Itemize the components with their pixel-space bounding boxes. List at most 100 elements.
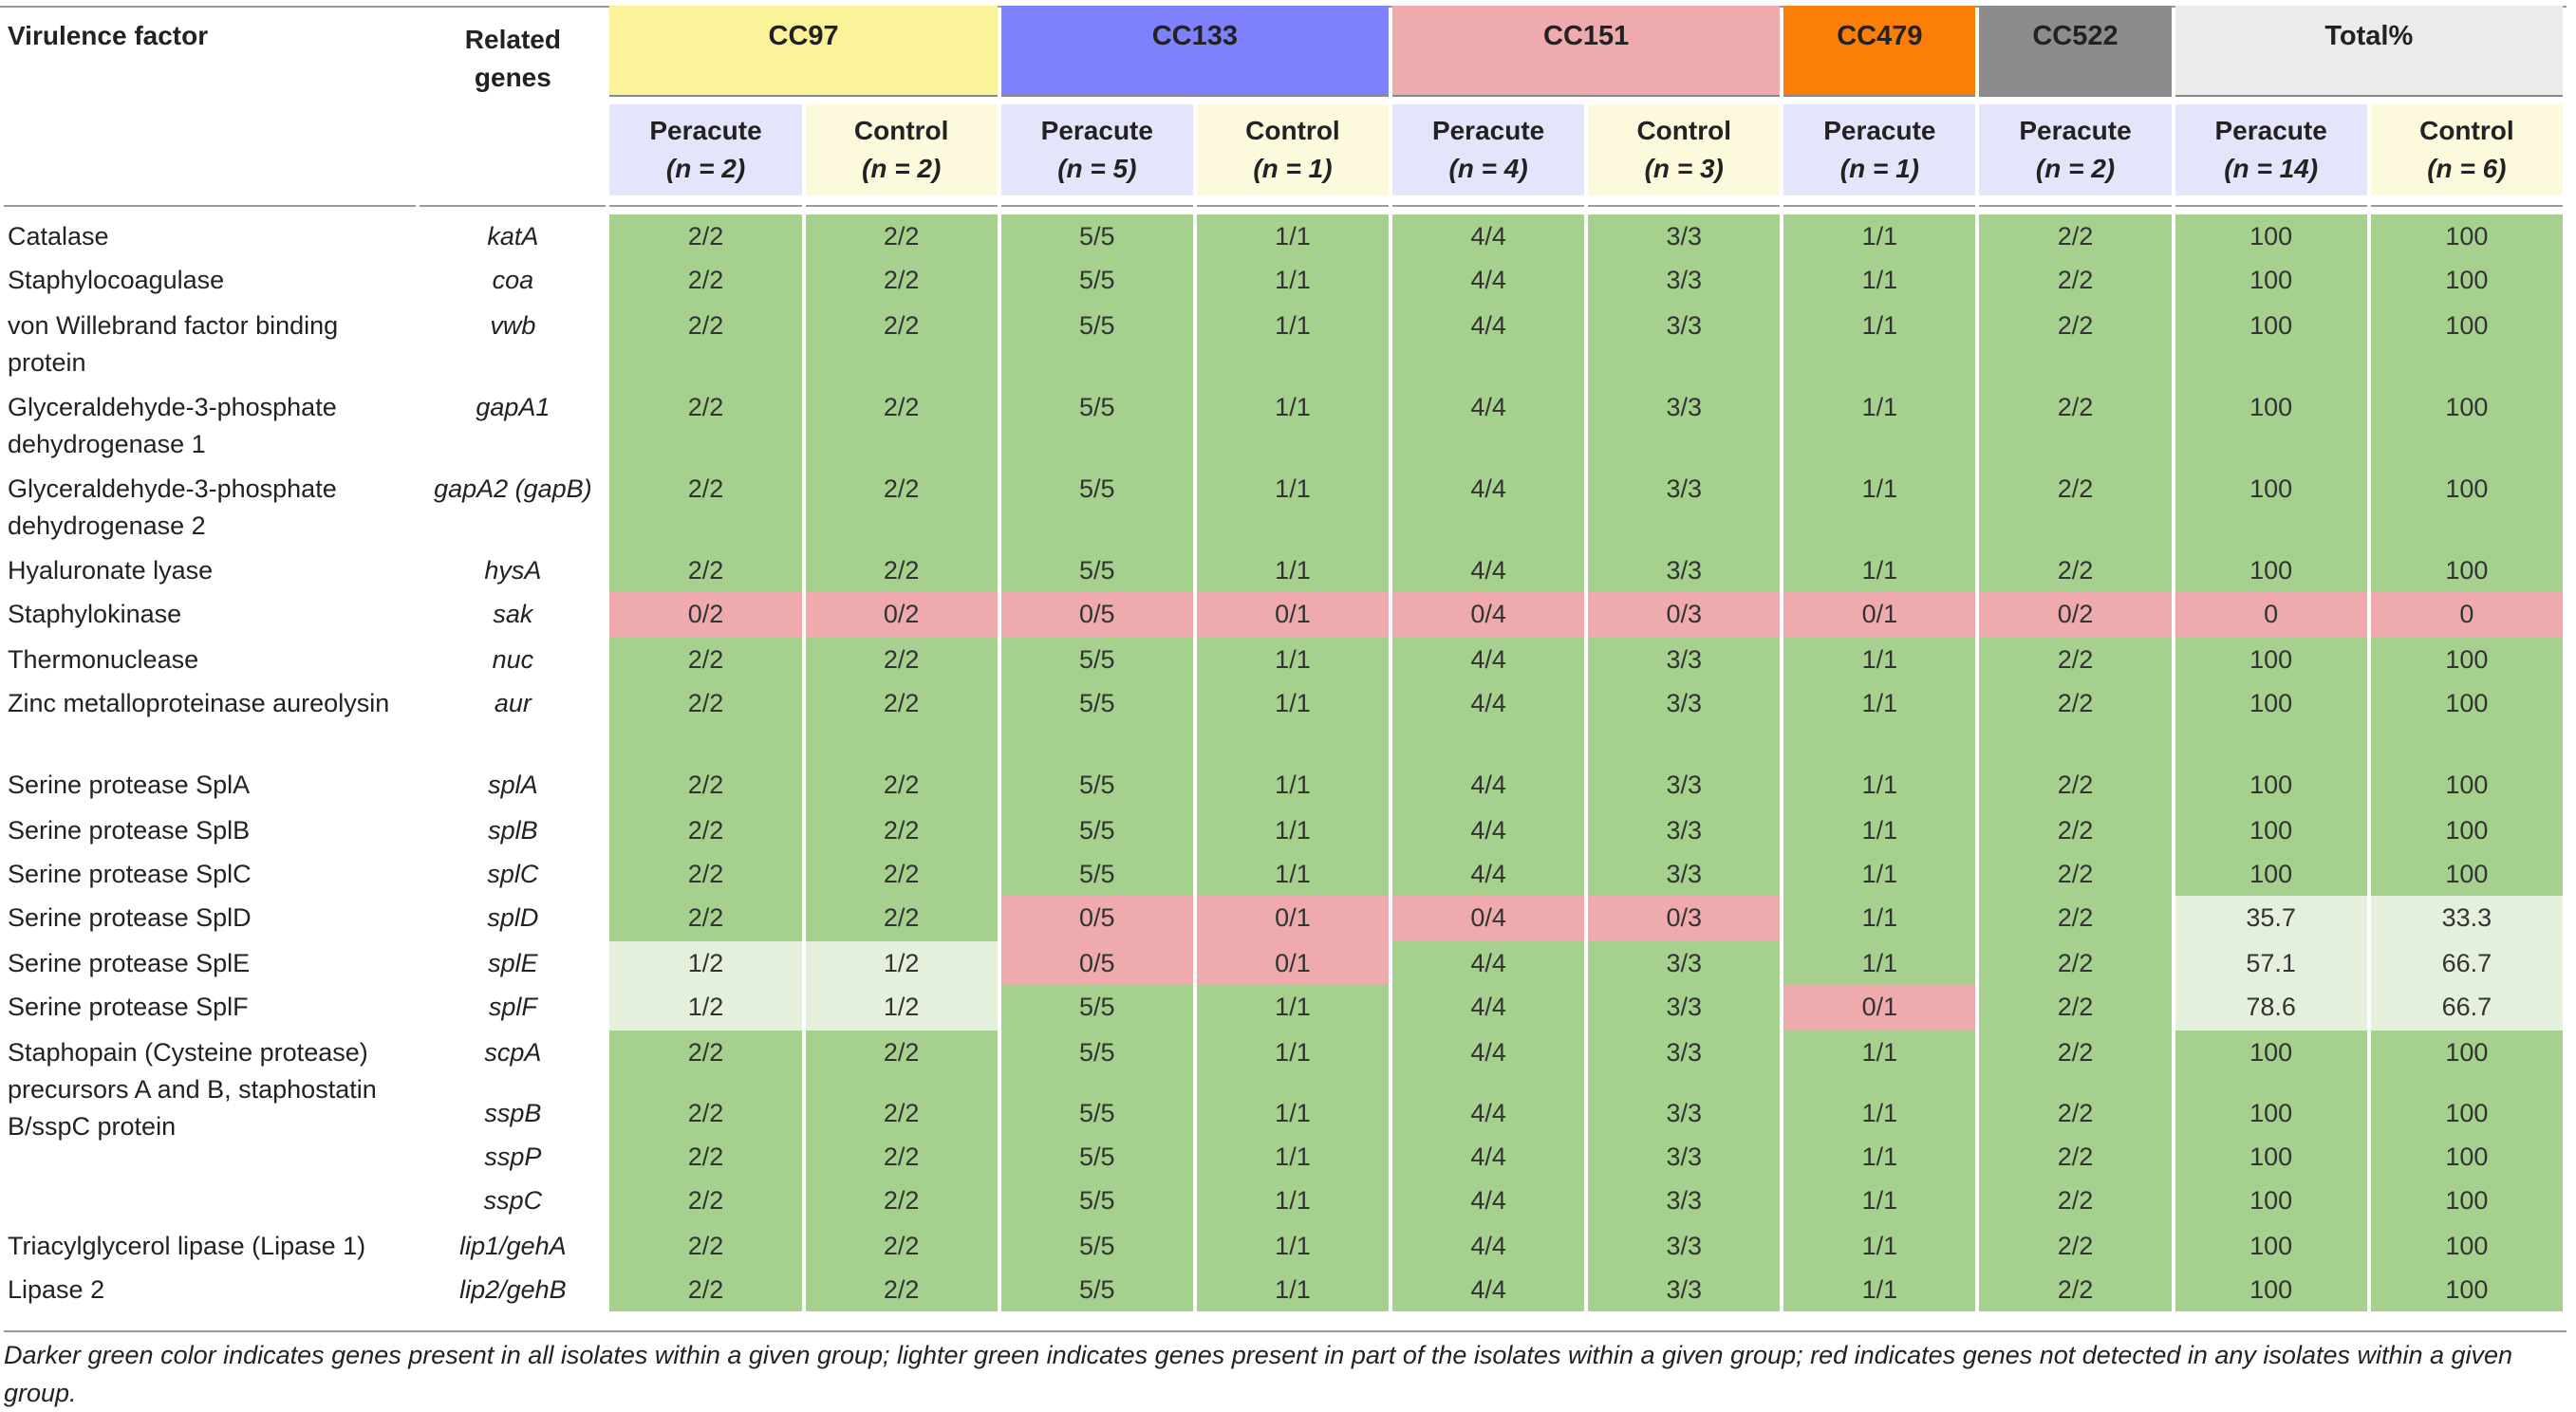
value-cell: 2/2 bbox=[1979, 258, 2172, 304]
subheader-n: (n = 14) bbox=[2175, 150, 2367, 188]
value-cell: 0/1 bbox=[1196, 592, 1390, 638]
value-cell: 57.1 bbox=[2175, 941, 2367, 985]
value-cell: 3/3 bbox=[1588, 852, 1781, 896]
gene-cell: sspP bbox=[484, 1143, 542, 1171]
value-cell: 100 bbox=[2370, 1224, 2563, 1268]
value-cell: 1/1 bbox=[1783, 1031, 1976, 1091]
value-cell: 4/4 bbox=[1392, 808, 1585, 852]
value-cell: 1/1 bbox=[1196, 467, 1390, 548]
value-cell: 2/2 bbox=[805, 1268, 998, 1311]
value-cell: 1/1 bbox=[1783, 941, 1976, 985]
value-cell: 0/1 bbox=[1783, 985, 1976, 1031]
value-cell: 4/4 bbox=[1392, 985, 1585, 1031]
subheader-peracute-8: Peracute (n = 14) bbox=[2175, 104, 2367, 195]
table-row: Triacylglycerol lipase (Lipase 1) lip1/ge… bbox=[4, 1224, 2563, 1268]
value-cell: 4/4 bbox=[1392, 467, 1585, 548]
subheader-n: (n = 5) bbox=[1001, 150, 1193, 188]
gene-cell: splA bbox=[488, 771, 538, 799]
value-cell: 100 bbox=[2175, 852, 2367, 896]
group-header-cc479: CC479 bbox=[1783, 6, 1976, 97]
value-cell: 1/1 bbox=[1783, 808, 1976, 852]
value-cell: 2/2 bbox=[609, 214, 802, 258]
value-cell: 2/2 bbox=[1979, 1031, 2172, 1091]
value-cell: 1/1 bbox=[1196, 763, 1390, 808]
virulence-factor-cell: Serine protease SplA bbox=[8, 771, 251, 799]
value-cell: 2/2 bbox=[805, 852, 998, 896]
value-cell: 100 bbox=[2370, 681, 2563, 763]
value-cell: 0/4 bbox=[1392, 896, 1585, 941]
value-cell: 100 bbox=[2175, 385, 2367, 467]
value-cell: 100 bbox=[2370, 1091, 2563, 1135]
value-cell: 100 bbox=[2175, 467, 2367, 548]
value-cell: 2/2 bbox=[1979, 214, 2172, 258]
subheader-control-1: Control (n = 2) bbox=[805, 104, 998, 195]
value-cell: 4/4 bbox=[1392, 638, 1585, 681]
value-cell: 2/2 bbox=[1979, 1091, 2172, 1135]
value-cell: 2/2 bbox=[609, 1224, 802, 1268]
subheader-n: (n = 2) bbox=[806, 150, 998, 188]
value-cell: 100 bbox=[2370, 467, 2563, 548]
value-cell: 3/3 bbox=[1588, 1179, 1781, 1224]
group-header-total: Total% bbox=[2175, 6, 2563, 97]
value-cell: 78.6 bbox=[2175, 985, 2367, 1031]
value-cell: 100 bbox=[2370, 638, 2563, 681]
subheader-control-5: Control (n = 3) bbox=[1588, 104, 1781, 195]
value-cell: 2/2 bbox=[1979, 1179, 2172, 1224]
value-cell: 2/2 bbox=[1979, 1135, 2172, 1179]
value-cell: 4/4 bbox=[1392, 1031, 1585, 1091]
value-cell: 4/4 bbox=[1392, 258, 1585, 304]
value-cell: 0 bbox=[2175, 592, 2367, 638]
value-cell: 4/4 bbox=[1392, 304, 1585, 385]
subheader-label: Peracute bbox=[649, 116, 762, 145]
value-cell: 100 bbox=[2370, 304, 2563, 385]
value-cell: 0/5 bbox=[1000, 941, 1193, 985]
gene-cell: katA bbox=[487, 222, 539, 251]
value-cell: 4/4 bbox=[1392, 548, 1585, 592]
value-cell: 2/2 bbox=[805, 548, 998, 592]
value-cell: 2/2 bbox=[1979, 1224, 2172, 1268]
value-cell: 1/1 bbox=[1783, 638, 1976, 681]
value-cell: 2/2 bbox=[805, 638, 998, 681]
value-cell: 2/2 bbox=[1979, 467, 2172, 548]
value-cell: 0/5 bbox=[1000, 592, 1193, 638]
value-cell: 0/1 bbox=[1783, 592, 1976, 638]
value-cell: 5/5 bbox=[1000, 985, 1193, 1031]
value-cell: 100 bbox=[2370, 214, 2563, 258]
virulence-factor-cell: Serine protease SplE bbox=[8, 949, 251, 977]
value-cell: 2/2 bbox=[1979, 941, 2172, 985]
value-cell: 3/3 bbox=[1588, 1224, 1781, 1268]
value-cell: 100 bbox=[2370, 763, 2563, 808]
virulence-factor-cell: von Willebrand factor binding protein bbox=[8, 311, 339, 377]
subheader-peracute-6: Peracute (n = 1) bbox=[1783, 104, 1976, 195]
table-row: Zinc metalloproteinase aureolysin aur 2/2 2… bbox=[4, 681, 2563, 763]
value-cell: 100 bbox=[2370, 1179, 2563, 1224]
subheader-label: Peracute bbox=[1040, 116, 1153, 145]
value-cell: 3/3 bbox=[1588, 258, 1781, 304]
value-cell: 1/1 bbox=[1196, 985, 1390, 1031]
value-cell: 2/2 bbox=[805, 304, 998, 385]
value-cell: 2/2 bbox=[609, 852, 802, 896]
value-cell: 5/5 bbox=[1000, 852, 1193, 896]
value-cell: 100 bbox=[2175, 808, 2367, 852]
subheader-control-9: Control (n = 6) bbox=[2370, 104, 2563, 195]
value-cell: 5/5 bbox=[1000, 304, 1193, 385]
gene-cell: splF bbox=[488, 993, 537, 1021]
value-cell: 2/2 bbox=[1979, 304, 2172, 385]
value-cell: 3/3 bbox=[1588, 214, 1781, 258]
gene-cell: lip1/gehA bbox=[459, 1232, 567, 1260]
virulence-factor-cell: Staphopain (Cysteine protease) precursor… bbox=[4, 1031, 416, 1141]
table-row: Staphylokinase sak 0/2 0/2 0/5 0/1 0/4 0/3 0/1 0/… bbox=[4, 592, 2563, 638]
value-cell: 3/3 bbox=[1588, 681, 1781, 763]
value-cell: 2/2 bbox=[805, 896, 998, 941]
header-row-subgroups: Peracute (n = 2) Control (n = 2) Peracute (n … bbox=[4, 104, 2563, 195]
value-cell: 1/1 bbox=[1783, 763, 1976, 808]
virulence-factor-cell: Glyceraldehyde-3-phosphate dehydrogenase… bbox=[8, 393, 337, 458]
table-row: sspB 2/2 2/2 5/5 1/1 4/4 3/3 1/1 2/2 100 100 bbox=[4, 1091, 2563, 1135]
value-cell: 100 bbox=[2370, 808, 2563, 852]
subheader-n: (n = 1) bbox=[1783, 150, 1975, 188]
value-cell: 2/2 bbox=[609, 1091, 802, 1135]
staphopain-factor-text: Staphopain (Cysteine protease) precursor… bbox=[8, 1038, 377, 1141]
value-cell: 100 bbox=[2370, 385, 2563, 467]
value-cell: 5/5 bbox=[1000, 214, 1193, 258]
value-cell: 3/3 bbox=[1588, 638, 1781, 681]
